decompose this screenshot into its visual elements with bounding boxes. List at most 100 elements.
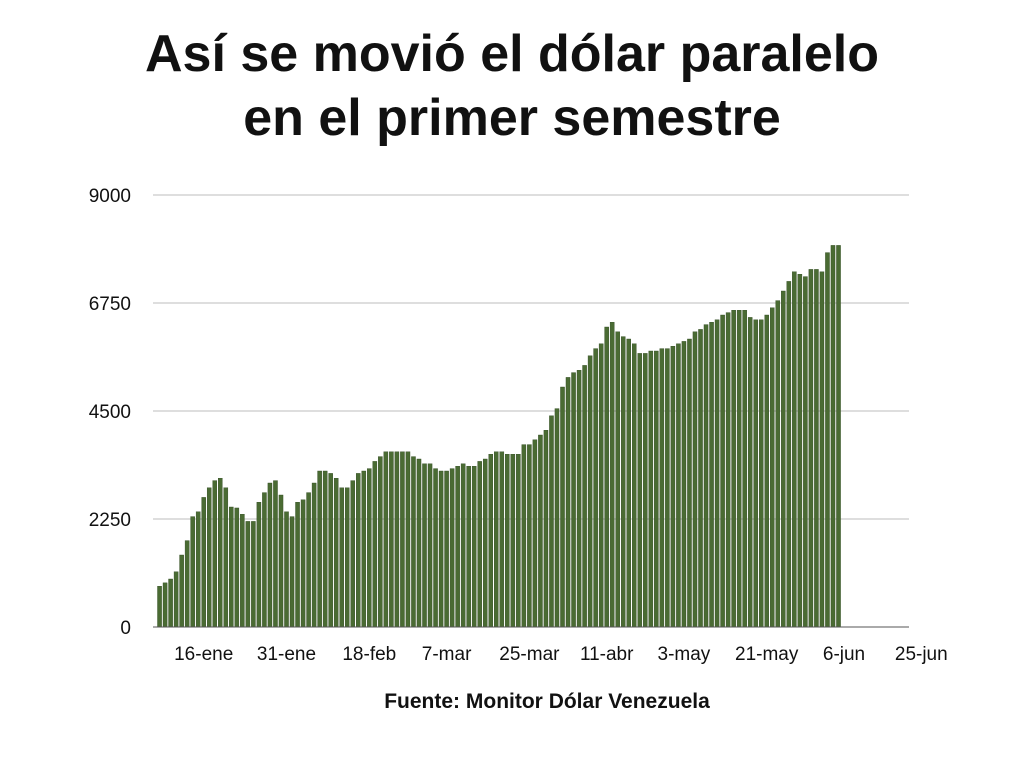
x-tick-label: 18-feb — [342, 644, 396, 665]
bar — [654, 350, 659, 628]
bar — [786, 281, 792, 628]
bar — [477, 461, 482, 628]
bar — [781, 290, 786, 628]
bar — [571, 372, 576, 628]
bar — [300, 499, 306, 628]
bar — [455, 466, 460, 628]
bar — [637, 353, 643, 628]
bar — [273, 480, 278, 628]
bar — [764, 314, 770, 628]
bar — [808, 269, 814, 628]
bar — [532, 439, 538, 628]
bar — [218, 478, 223, 628]
bar — [344, 487, 350, 628]
bar — [162, 582, 168, 628]
bar — [460, 463, 466, 628]
bar — [471, 466, 477, 628]
bar — [836, 245, 841, 628]
bar — [444, 470, 449, 628]
bar — [311, 482, 317, 628]
x-tick-label: 16-ene — [174, 644, 233, 665]
y-tick-label: 6750 — [89, 294, 131, 315]
bar — [433, 468, 438, 628]
bar — [747, 317, 753, 628]
bar — [179, 554, 184, 628]
bar — [560, 386, 565, 628]
bar — [449, 468, 455, 628]
source-note: Fuente: Monitor Dólar Venezuela — [384, 690, 710, 713]
bars — [157, 245, 841, 628]
bar — [758, 319, 764, 628]
bar — [587, 355, 593, 628]
bar — [234, 507, 240, 628]
bar — [212, 480, 217, 628]
bar — [466, 466, 471, 628]
bar — [632, 343, 637, 628]
bar — [328, 473, 333, 628]
bar — [665, 348, 670, 628]
bar — [819, 271, 825, 628]
x-tick-label: 7-mar — [422, 644, 472, 665]
bar — [383, 451, 389, 628]
x-tick-label: 3-may — [658, 644, 711, 665]
bar — [322, 470, 328, 628]
bar — [648, 350, 654, 628]
bar — [527, 444, 532, 628]
bar — [825, 252, 830, 628]
y-tick-labels: 0 2250 4500 6750 9000 — [89, 186, 131, 639]
bar — [604, 326, 609, 628]
bar — [670, 346, 676, 628]
x-tick-label: 21-may — [735, 644, 799, 665]
bar — [262, 492, 267, 628]
x-tick-label: 25-mar — [499, 644, 560, 665]
bar — [240, 514, 245, 628]
bar — [278, 494, 284, 628]
bar — [742, 310, 747, 628]
bar — [803, 276, 808, 628]
bar — [416, 458, 422, 628]
bar — [367, 468, 372, 628]
bar — [206, 487, 212, 628]
bar — [333, 478, 339, 628]
bar — [593, 348, 598, 628]
bar — [427, 463, 433, 628]
bar — [256, 502, 262, 628]
bar — [488, 454, 494, 628]
x-tick-label: 11-abr — [580, 644, 634, 665]
bar — [736, 310, 742, 628]
bar — [521, 444, 527, 628]
bar — [731, 310, 736, 628]
bar — [543, 430, 549, 628]
x-tick-label: 31-ene — [257, 644, 316, 665]
bar — [681, 341, 687, 628]
chart-title: Así se movió el dólar paralelo en el pri… — [0, 22, 1024, 150]
bar — [251, 521, 256, 628]
bar — [709, 322, 714, 628]
bar — [422, 463, 427, 628]
chart-title-line-1: Así se movió el dólar paralelo — [144, 25, 880, 83]
bar — [339, 487, 344, 628]
bar — [505, 454, 510, 628]
chart-title-line-2: en el primer semestre — [243, 89, 781, 147]
y-tick-label: 4500 — [89, 402, 131, 423]
bar — [692, 331, 698, 628]
bar — [317, 470, 322, 628]
bar — [482, 458, 488, 628]
bar — [576, 370, 582, 628]
y-tick-label: 9000 — [89, 186, 131, 207]
bar — [626, 338, 632, 628]
bar — [770, 307, 775, 628]
bar — [267, 482, 273, 628]
bar — [411, 456, 416, 628]
bar — [229, 506, 234, 628]
bar — [698, 329, 703, 628]
bar — [350, 480, 356, 628]
bar — [643, 353, 648, 628]
bar — [190, 516, 195, 628]
bar — [687, 338, 692, 628]
bar — [284, 511, 289, 628]
bar — [620, 336, 626, 628]
y-tick-label: 2250 — [89, 510, 131, 531]
bar — [714, 319, 720, 628]
